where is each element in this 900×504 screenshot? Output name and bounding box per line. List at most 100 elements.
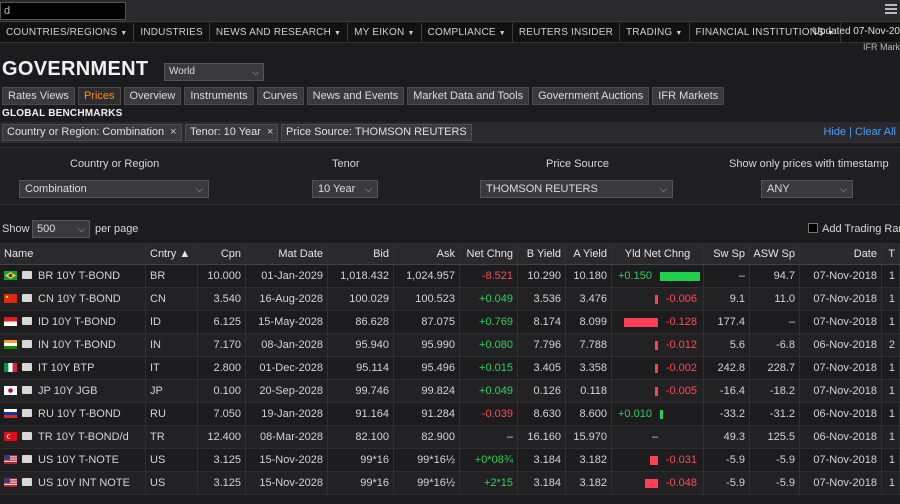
close-icon[interactable]: × — [170, 126, 177, 138]
timestamp-dropdown[interactable]: ANY ⌵ — [761, 180, 853, 198]
instrument-name: US 10Y INT NOTE — [38, 477, 130, 489]
column-header-byield[interactable]: B Yield — [518, 243, 566, 264]
instrument-name-cell[interactable]: IT 10Y BTP — [0, 357, 146, 379]
hamburger-menu-icon[interactable] — [885, 4, 897, 16]
tab-government-auctions[interactable]: Government Auctions — [532, 87, 650, 105]
column-header-netchg[interactable]: Net Chng — [460, 243, 518, 264]
cntry-cell: JP — [146, 380, 198, 402]
column-header-date[interactable]: Date — [800, 243, 882, 264]
column-header-ayield[interactable]: A Yield — [566, 243, 612, 264]
date-cell: 07-Nov-2018 — [800, 449, 882, 471]
chart-icon[interactable] — [22, 317, 32, 325]
instrument-name-cell[interactable]: TR 10Y T-BOND/d — [0, 426, 146, 448]
filter-chip-tenor[interactable]: Tenor: 10 Year × — [185, 124, 279, 141]
column-header-cpn[interactable]: Cpn — [198, 243, 246, 264]
price-source-dropdown[interactable]: THOMSON REUTERS ⌵ — [480, 180, 673, 198]
nav-item-financial-institutions[interactable]: FINANCIAL INSTITUTIONS ▼ — [690, 23, 842, 42]
table-row[interactable]: RU 10Y T-BOND RU 7.050 19-Jan-2028 91.164 91.… — [0, 403, 900, 426]
table-row[interactable]: ID 10Y T-BOND ID 6.125 15-May-2028 86.628 87.… — [0, 311, 900, 334]
nav-item-countries-regions[interactable]: COUNTRIES/REGIONS ▼ — [0, 23, 135, 42]
aswsp-cell: – — [750, 311, 800, 333]
yield-net-change-value: -0.006 — [665, 293, 697, 305]
column-header-name[interactable]: Name — [0, 243, 146, 264]
cpn-cell: 10.000 — [198, 265, 246, 287]
netchg-cell: +0.049 — [460, 380, 518, 402]
instrument-name-cell[interactable]: RU 10Y T-BOND — [0, 403, 146, 425]
cpn-cell: 3.540 — [198, 288, 246, 310]
nav-item-label: INDUSTRIES — [140, 27, 203, 38]
region-select[interactable]: World ⌵ — [164, 63, 264, 81]
table-row[interactable]: BR 10Y T-BOND BR 10.000 01-Jan-2029 1,018.43… — [0, 265, 900, 288]
ayield-cell: 10.180 — [566, 265, 612, 287]
tab-ifr-markets[interactable]: IFR Markets — [652, 87, 725, 105]
instrument-name-cell[interactable]: US 10Y INT NOTE — [0, 472, 146, 494]
cpn-cell: 6.125 — [198, 311, 246, 333]
caret-down-icon: ▼ — [675, 30, 683, 37]
instrument-name-cell[interactable]: BR 10Y T-BOND — [0, 265, 146, 287]
column-header-extra[interactable]: T — [882, 243, 900, 264]
hide-clear-all-link[interactable]: Hide | Clear All — [823, 126, 896, 138]
nav-item-news-and-research[interactable]: NEWS AND RESEARCH ▼ — [210, 23, 349, 42]
close-icon[interactable]: × — [266, 126, 274, 138]
table-row[interactable]: IN 10Y T-BOND IN 7.170 08-Jan-2028 95.940 95.… — [0, 334, 900, 357]
chart-icon[interactable] — [22, 363, 32, 371]
chart-icon[interactable] — [22, 271, 32, 279]
chevron-down-icon: ⌵ — [365, 184, 372, 194]
search-input[interactable]: d — [0, 2, 126, 20]
tab-rates-views[interactable]: Rates Views — [2, 87, 75, 105]
table-row[interactable]: TR 10Y T-BOND/d TR 12.400 08-Mar-2028 82.100… — [0, 426, 900, 449]
tenor-dropdown[interactable]: 10 Year ⌵ — [312, 180, 378, 198]
nav-item-trading[interactable]: TRADING ▼ — [620, 23, 690, 42]
nav-item-industries[interactable]: INDUSTRIES — [134, 23, 210, 42]
nav-item-my-eikon[interactable]: MY EIKON ▼ — [348, 23, 422, 42]
tab-market-data-and-tools[interactable]: Market Data and Tools — [407, 87, 530, 105]
page-size-dropdown[interactable]: 500 ⌵ — [32, 220, 90, 238]
tab-instruments[interactable]: Instruments — [184, 87, 254, 105]
extra-cell: 1 — [882, 426, 900, 448]
add-trading-range-checkbox[interactable]: Add Trading Ran — [808, 223, 900, 235]
nav-item-reuters-insider[interactable]: REUTERS INSIDER — [513, 23, 620, 42]
cpn-cell: 2.800 — [198, 357, 246, 379]
filter-chips-bar: Country or Region: Combination × Tenor: 1… — [0, 122, 900, 143]
column-header-cntry[interactable]: Cntry ▲ — [146, 243, 198, 264]
nav-item-compliance[interactable]: COMPLIANCE ▼ — [422, 23, 513, 42]
swsp-cell: – — [704, 265, 750, 287]
tab-curves[interactable]: Curves — [256, 87, 304, 105]
instrument-name-cell[interactable]: CN 10Y T-BOND — [0, 288, 146, 310]
table-row[interactable]: IT 10Y BTP IT 2.800 01-Dec-2028 95.114 95.496… — [0, 357, 900, 380]
table-row[interactable]: US 10Y T-NOTE US 3.125 15-Nov-2028 99*16 99*1… — [0, 449, 900, 472]
yield-net-change-value: -0.128 — [665, 316, 697, 328]
country-dropdown[interactable]: Combination ⌵ — [19, 180, 209, 198]
ayield-cell: 3.182 — [566, 472, 612, 494]
instrument-name-cell[interactable]: US 10Y T-NOTE — [0, 449, 146, 471]
instrument-name-cell[interactable]: ID 10Y T-BOND — [0, 311, 146, 333]
tab-prices[interactable]: Prices — [77, 87, 121, 105]
column-header-ask[interactable]: Ask — [394, 243, 460, 264]
table-row[interactable]: JP 10Y JGB JP 0.100 20-Sep-2028 99.746 99.824… — [0, 380, 900, 403]
instrument-name-cell[interactable]: JP 10Y JGB — [0, 380, 146, 402]
column-header-mat[interactable]: Mat Date — [246, 243, 328, 264]
chart-icon[interactable] — [22, 340, 32, 348]
bid-cell: 100.029 — [328, 288, 394, 310]
instrument-name-cell[interactable]: IN 10Y T-BOND — [0, 334, 146, 356]
chart-icon[interactable] — [22, 294, 32, 302]
chart-icon[interactable] — [22, 455, 32, 463]
column-header-yldnet[interactable]: Yld Net Chng — [612, 243, 704, 264]
table-row[interactable]: US 10Y INT NOTE US 3.125 15-Nov-2028 99*16 99… — [0, 472, 900, 495]
instrument-name: JP 10Y JGB — [38, 385, 98, 397]
extra-cell: 1 — [882, 449, 900, 471]
filter-chip-source[interactable]: Price Source: THOMSON REUTERS — [281, 124, 472, 141]
chart-icon[interactable] — [22, 386, 32, 394]
column-header-bid[interactable]: Bid — [328, 243, 394, 264]
tab-overview[interactable]: Overview — [123, 87, 182, 105]
checkbox-icon[interactable] — [808, 223, 818, 233]
column-header-swsp[interactable]: Sw Sp — [704, 243, 750, 264]
chart-icon[interactable] — [22, 432, 32, 440]
cntry-cell: ID — [146, 311, 198, 333]
column-header-aswsp[interactable]: ASW Sp — [750, 243, 800, 264]
chart-icon[interactable] — [22, 409, 32, 417]
filter-chip-country[interactable]: Country or Region: Combination × — [2, 124, 182, 141]
tab-news-and-events[interactable]: News and Events — [306, 87, 405, 105]
table-row[interactable]: CN 10Y T-BOND CN 3.540 16-Aug-2028 100.029 10… — [0, 288, 900, 311]
chart-icon[interactable] — [22, 478, 32, 486]
